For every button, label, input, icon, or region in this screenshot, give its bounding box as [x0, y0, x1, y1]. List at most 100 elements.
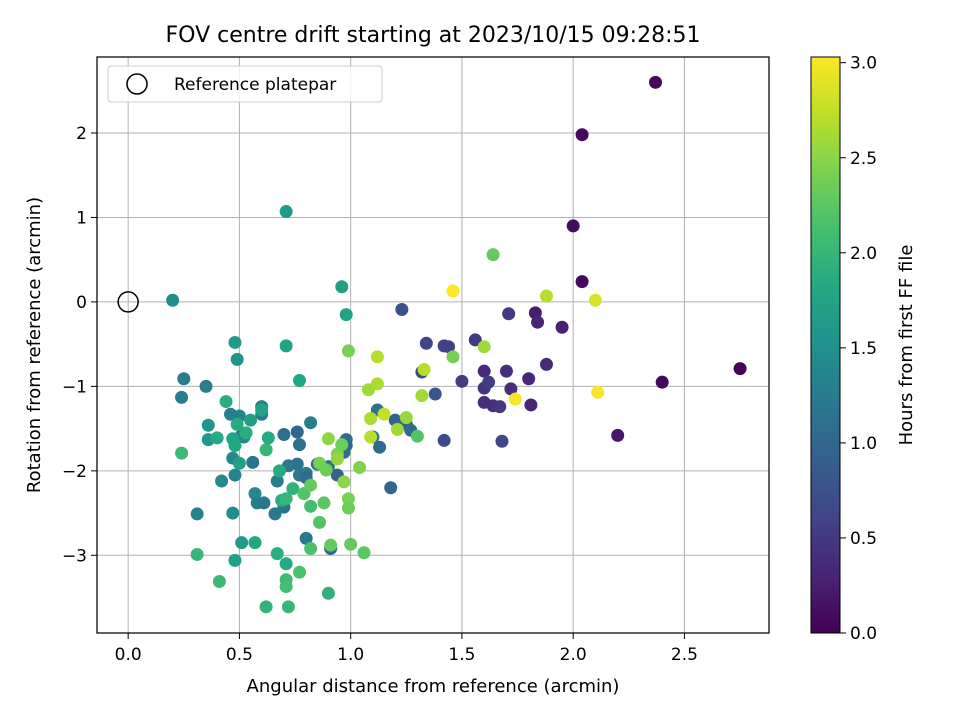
data-point — [384, 481, 398, 495]
x-tick-label: 1.0 — [337, 645, 364, 665]
data-point — [321, 432, 335, 446]
data-point — [304, 542, 318, 556]
data-point — [230, 352, 244, 366]
y-axis-ticks: −3 −2 −1 0 1 2 — [62, 124, 97, 566]
data-point — [279, 557, 293, 571]
data-point — [279, 580, 293, 594]
data-point — [493, 400, 507, 414]
y-axis-label: Rotation from reference (arcmin) — [24, 197, 45, 493]
data-point — [341, 492, 355, 506]
data-point — [190, 547, 204, 561]
data-point — [321, 586, 335, 600]
data-point — [468, 333, 482, 347]
colorbar-ticks: 0.0 0.5 1.0 1.5 2.0 2.5 3.0 — [840, 54, 877, 644]
data-point — [373, 440, 387, 454]
x-tick-label: 2.0 — [560, 645, 587, 665]
data-point — [210, 431, 224, 445]
y-tick-label: 1 — [76, 208, 87, 228]
data-point — [279, 205, 293, 219]
data-point — [539, 357, 553, 371]
data-points — [166, 75, 747, 614]
data-point — [442, 340, 456, 354]
data-point — [410, 429, 424, 443]
data-point — [364, 430, 378, 444]
data-point — [246, 455, 260, 469]
grid-lines — [97, 57, 769, 633]
data-point — [190, 507, 204, 521]
data-point — [199, 379, 213, 393]
data-point — [357, 546, 371, 560]
data-point — [477, 340, 491, 354]
data-point — [290, 425, 304, 439]
data-point — [228, 439, 242, 453]
data-point — [244, 413, 258, 427]
y-tick-label: 2 — [76, 124, 87, 144]
data-point — [272, 464, 286, 478]
data-point — [257, 496, 271, 510]
data-point — [304, 416, 318, 430]
data-point — [270, 547, 284, 561]
data-point — [317, 496, 331, 510]
data-point — [304, 499, 318, 513]
data-point — [353, 460, 367, 474]
data-point — [370, 350, 384, 364]
x-tick-label: 0.5 — [226, 645, 253, 665]
data-point — [313, 515, 327, 529]
data-point — [428, 387, 442, 401]
y-tick-label: −1 — [62, 377, 87, 397]
data-point — [219, 395, 233, 409]
data-point — [201, 418, 215, 432]
data-point — [482, 375, 496, 389]
data-point — [279, 339, 293, 353]
legend-box — [107, 65, 383, 103]
data-point — [235, 536, 249, 550]
plot-frame — [96, 56, 770, 634]
colorbar-tick-label: 3.0 — [850, 54, 877, 74]
data-point — [446, 284, 460, 298]
data-point — [477, 364, 491, 378]
data-point — [175, 446, 189, 460]
data-point — [566, 219, 580, 233]
data-point — [339, 308, 353, 322]
data-point — [281, 600, 295, 614]
data-point — [248, 536, 262, 550]
data-point — [495, 434, 509, 448]
data-point — [212, 574, 226, 588]
data-point — [370, 377, 384, 391]
data-point — [319, 463, 333, 477]
colorbar-label: Hours from first FF file — [896, 245, 917, 446]
data-point — [522, 372, 536, 386]
data-point — [270, 474, 284, 488]
x-tick-label: 1.5 — [448, 645, 475, 665]
data-point — [228, 553, 242, 567]
data-point — [286, 482, 300, 496]
x-axis-ticks: 0.0 0.5 1.0 1.5 2.0 2.5 — [115, 633, 698, 665]
data-point — [230, 417, 244, 431]
data-point — [292, 438, 306, 452]
colorbar — [810, 56, 841, 634]
data-point — [575, 128, 589, 142]
data-point — [292, 373, 306, 387]
data-point — [655, 375, 669, 389]
data-point — [555, 320, 569, 334]
reference-marker — [117, 291, 139, 313]
data-point — [226, 506, 240, 520]
data-point — [508, 392, 522, 406]
data-point — [215, 474, 229, 488]
data-point — [335, 280, 349, 294]
data-point — [224, 407, 238, 421]
data-point — [228, 335, 242, 349]
data-point — [733, 362, 747, 376]
data-point — [575, 275, 589, 289]
data-point — [437, 433, 451, 447]
data-point — [259, 443, 273, 457]
reference-point — [117, 291, 139, 313]
data-point — [259, 600, 273, 614]
data-point — [228, 468, 242, 482]
x-axis-label: Angular distance from reference (arcmin) — [247, 676, 620, 697]
colorbar-tick-label: 2.0 — [850, 244, 877, 264]
data-point — [335, 438, 349, 452]
legend: Reference platepar — [107, 65, 383, 103]
data-point — [649, 75, 663, 89]
